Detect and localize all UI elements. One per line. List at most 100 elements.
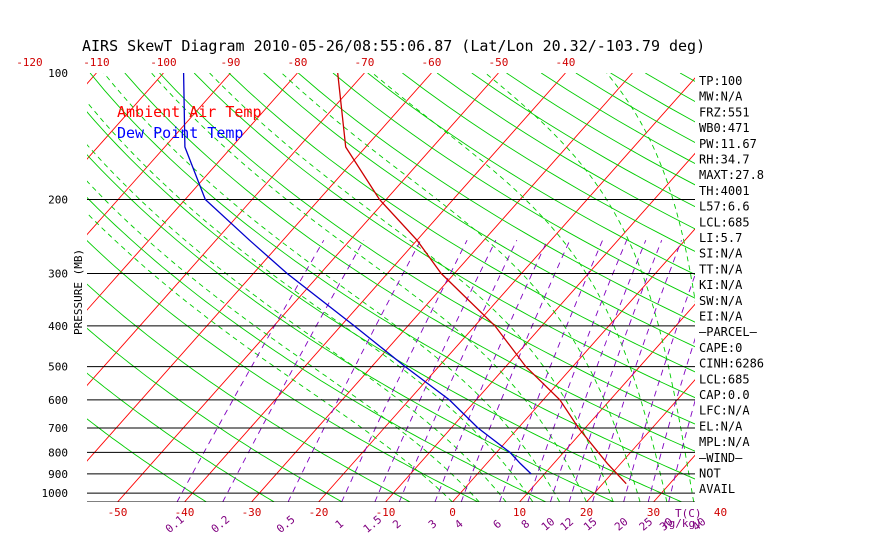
- dry-adiabat-line: [436, 73, 695, 230]
- index-label: NOT: [699, 467, 721, 481]
- dry-adiabat-line: [645, 73, 695, 103]
- mixing-ratio-line: [623, 273, 695, 502]
- index-label: PW:11.67: [699, 137, 757, 151]
- dry-adiabat-line: [367, 73, 695, 275]
- dry-adiabat-line: [854, 73, 870, 502]
- dry-adiabat-line: [819, 73, 870, 502]
- pressure-tick-label: 500: [48, 361, 68, 374]
- top-temp-tick-label: -60: [422, 56, 442, 69]
- pressure-tick-label: 700: [48, 422, 68, 435]
- mixing-ratio-tick-label: 2: [390, 517, 403, 531]
- isotherm-line: [788, 73, 870, 502]
- top-temp-tick-label: -90: [221, 56, 241, 69]
- isotherm-line: [586, 379, 695, 502]
- index-label: EL:N/A: [699, 419, 743, 433]
- isotherm-line: [87, 73, 164, 160]
- index-label: CAPE:0: [699, 341, 742, 355]
- mixing-ratio-line: [647, 337, 695, 502]
- dry-adiabat-line: [784, 73, 870, 502]
- index-label: SW:N/A: [699, 294, 743, 308]
- dry-adiabat-line: [87, 327, 343, 502]
- isotherm-line: [117, 73, 499, 502]
- mixing-ratio-tick-label: 4: [452, 517, 466, 531]
- index-label: TP:100: [699, 74, 742, 88]
- moist-adiabat-line: [87, 180, 480, 502]
- moist-adiabat-line: [87, 144, 507, 502]
- legend-dew-point-temp: Dew Point Temp: [117, 124, 243, 142]
- moist-adiabat-line: [281, 73, 641, 502]
- mixing-ratio-line: [222, 239, 365, 502]
- dry-adiabat-line: [750, 73, 870, 502]
- top-temp-tick-label: -40: [556, 56, 576, 69]
- pressure-tick-label: 900: [48, 468, 68, 481]
- dry-adiabat-line: [87, 372, 275, 502]
- index-label: CINH:6286: [699, 357, 764, 371]
- mixing-ratio-tick-label: 12: [558, 515, 577, 533]
- top-temp-tick-label: -110: [83, 56, 110, 69]
- top-temp-tick-label: -80: [288, 56, 308, 69]
- dry-adiabat-line: [87, 418, 207, 502]
- isotherm-line: [251, 73, 633, 502]
- index-label: LCL:685: [699, 215, 750, 229]
- bottom-temp-tick-label: 10: [513, 506, 526, 519]
- mixing-ratio-line: [527, 240, 628, 502]
- isotherm-line: [519, 303, 695, 502]
- mixing-ratio-line: [568, 240, 663, 502]
- isotherm-line: [318, 77, 695, 502]
- mixing-ratio-line: [176, 239, 325, 502]
- isotherm-line: [87, 73, 231, 236]
- mixing-ratio-tick-label: 1: [333, 517, 346, 531]
- mixing-ratio-unit-label: (g/kg): [662, 517, 702, 530]
- pressure-tick-label: 200: [48, 193, 68, 206]
- isotherm-line: [452, 228, 695, 502]
- dry-adiabat-line: [87, 154, 615, 502]
- bottom-temp-tick-label: -50: [108, 506, 128, 519]
- bottom-temp-tick-label: 0: [449, 506, 456, 519]
- mixing-ratio-line: [460, 240, 571, 502]
- moist-adiabat-line: [103, 73, 561, 502]
- index-label: L57:6.6: [699, 200, 750, 214]
- bottom-temp-tick-label: -40: [175, 506, 195, 519]
- ambient-air-temp-line: [337, 73, 627, 485]
- bottom-temp-tick-label: -30: [242, 506, 262, 519]
- top-temp-tick-label: -70: [355, 56, 375, 69]
- index-label: —WIND—: [699, 451, 743, 465]
- index-label: MPL:N/A: [699, 435, 750, 449]
- top-temp-tick-label: -100: [150, 56, 177, 69]
- index-label: CAP:0.0: [699, 388, 750, 402]
- bottom-temp-tick-label: 40: [714, 506, 727, 519]
- mixing-ratio-tick-label: 0.5: [274, 513, 298, 536]
- pressure-tick-label: 100: [48, 67, 68, 80]
- index-label: —PARCEL—: [699, 325, 758, 339]
- index-label: AVAIL: [699, 482, 735, 496]
- index-label: LFC:N/A: [699, 404, 750, 418]
- mixing-ratio-line: [434, 240, 548, 502]
- dry-adiabat-line: [506, 73, 695, 186]
- index-label: KI:N/A: [699, 278, 743, 292]
- dry-adiabat-line: [228, 73, 695, 373]
- index-label: LCL:685: [699, 372, 750, 386]
- index-label: FRZ:551: [699, 105, 750, 119]
- mixing-ratio-line: [398, 240, 518, 502]
- mixing-ratio-tick-label: 10: [539, 515, 558, 533]
- pressure-tick-label: 800: [48, 446, 68, 459]
- index-label: LI:5.7: [699, 231, 742, 245]
- moist-adiabat-line: [372, 73, 668, 502]
- pressure-tick-label: 400: [48, 320, 68, 333]
- mixing-ratio-line: [592, 240, 682, 502]
- y-axis-label: PRESSURE (MB): [72, 249, 85, 335]
- index-label: SI:N/A: [699, 247, 743, 261]
- index-label: MW:N/A: [699, 90, 743, 104]
- dew-point-temp-line: [182, 73, 532, 475]
- dry-adiabat-line: [124, 73, 695, 452]
- mixing-ratio-line: [549, 240, 647, 502]
- moist-adiabat-line: [209, 73, 614, 502]
- dry-adiabat-line: [402, 73, 695, 252]
- isotherm-line: [184, 73, 566, 502]
- top-temp-tick-label: -50: [489, 56, 509, 69]
- bottom-temp-tick-label: -20: [309, 506, 329, 519]
- isotherm-line: [87, 73, 432, 462]
- pressure-tick-label: 1000: [42, 487, 69, 500]
- dry-adiabat-line: [87, 111, 683, 502]
